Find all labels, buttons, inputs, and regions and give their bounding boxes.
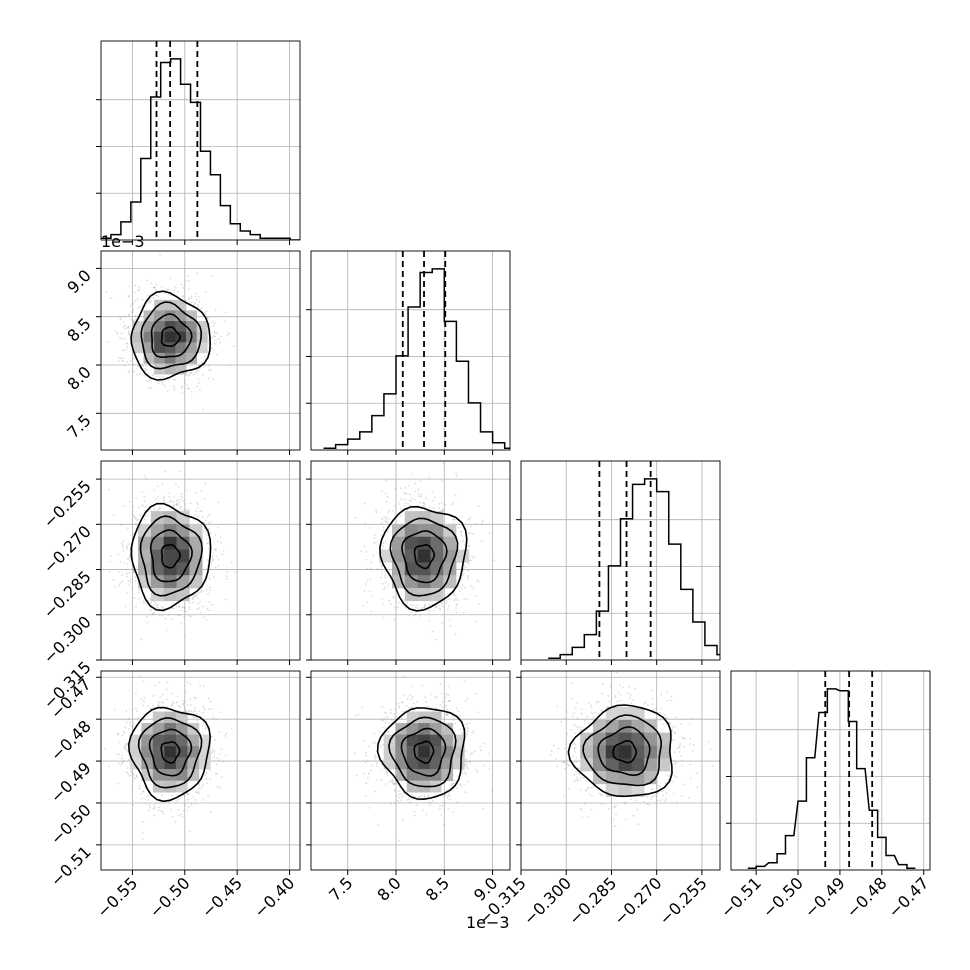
contour-1σ (400, 727, 447, 777)
x-tick-label: −0.45 (198, 873, 246, 921)
contour-1σ (149, 529, 193, 583)
contour-1.5σ (139, 515, 204, 597)
contour-1.5σ (389, 517, 459, 597)
sample-points (104, 674, 233, 840)
scatter-panel-2-1 (101, 251, 300, 450)
density-grid (132, 299, 208, 375)
density-grid (379, 511, 470, 602)
density-grid (129, 711, 211, 793)
panel-frame (100, 250, 301, 451)
contour-1.5σ (137, 717, 203, 789)
histogram-step (747, 688, 916, 869)
scatter-panel-4-2 (311, 671, 510, 870)
scatter-panel-4-3 (521, 671, 720, 870)
x-tick-label: −0.47 (884, 873, 932, 921)
hist-panel-2 (311, 251, 510, 450)
y-tick-label: −0.285 (40, 567, 95, 622)
x-tick-label: 8.5 (422, 873, 453, 904)
hist-panel-4 (731, 671, 930, 870)
panel-frame (520, 670, 721, 871)
y-tick-label: 7.5 (63, 411, 94, 442)
x-tick-label: −0.51 (717, 873, 765, 921)
contour-0.5σ (612, 739, 638, 764)
scatter-panel-3-1 (101, 461, 300, 660)
y-tick-label: −0.48 (47, 717, 95, 765)
x-tick-label: −0.270 (610, 873, 665, 928)
y-tick-label: 8.5 (63, 314, 94, 345)
hist-frame (100, 40, 301, 241)
hist-frame (730, 670, 931, 871)
x-tick-label: 7.5 (325, 873, 356, 904)
y-tick-label: −0.49 (47, 758, 95, 806)
panel-frame (310, 670, 511, 871)
x-tick-label: −0.300 (520, 873, 575, 928)
histogram-step (323, 268, 510, 449)
y-tick-label: −0.270 (40, 522, 95, 577)
y-offset-label: 1e−3 (101, 232, 145, 251)
hist-frame (520, 460, 721, 661)
contour-1.5σ (388, 716, 457, 788)
x-tick-label: −0.285 (565, 873, 620, 928)
y-tick-label: −0.50 (47, 800, 95, 848)
contour-1σ (150, 313, 193, 359)
y-tick-label: −0.300 (40, 612, 95, 667)
y-tick-label: −0.51 (47, 842, 95, 890)
contour-2σ (567, 704, 673, 798)
x-tick-label: −0.48 (843, 873, 891, 921)
scatter-panel-3-2 (311, 461, 510, 660)
x-tick-label: −0.50 (146, 873, 194, 921)
contour-1.5σ (140, 301, 203, 370)
x-tick-label: −0.50 (759, 873, 807, 921)
histogram-step (101, 58, 300, 240)
scatter-panel-4-1 (101, 671, 300, 870)
hist-panel-3 (521, 461, 720, 660)
histogram-step (548, 478, 720, 659)
contour-0.5σ (160, 544, 181, 569)
hist-panel-1 (101, 41, 300, 240)
x-tick-label: 8.0 (373, 873, 404, 904)
contour-2σ (379, 505, 468, 612)
contour-1σ (148, 728, 193, 777)
y-tick-label: −0.255 (40, 476, 95, 531)
contour-0.5σ (413, 740, 435, 764)
x-tick-label: −0.49 (801, 873, 849, 921)
contour-2σ (130, 290, 212, 381)
x-tick-label: −0.40 (250, 873, 298, 921)
contour-2σ (127, 706, 212, 803)
x-offset-label: 1e−3 (466, 913, 510, 932)
panel-frame (100, 670, 301, 871)
panel-frame (310, 460, 511, 661)
hist-frame (310, 250, 511, 451)
density-grid (138, 511, 203, 602)
contour-2σ (130, 502, 212, 612)
contour-0.5σ (160, 326, 181, 347)
sample-points (549, 671, 714, 828)
y-tick-label: 8.0 (63, 362, 94, 393)
y-tick-label: 9.0 (63, 266, 94, 297)
x-tick-label: −0.55 (93, 873, 141, 921)
panel-frame (100, 460, 301, 661)
density-grid (383, 711, 465, 793)
contour-1.5σ (582, 714, 663, 787)
contour-1σ (401, 530, 448, 584)
contour-0.5σ (413, 544, 435, 570)
contour-2σ (376, 707, 466, 801)
contour-0.5σ (160, 741, 181, 764)
x-tick-label: −0.255 (655, 873, 710, 928)
contour-1σ (597, 726, 651, 777)
